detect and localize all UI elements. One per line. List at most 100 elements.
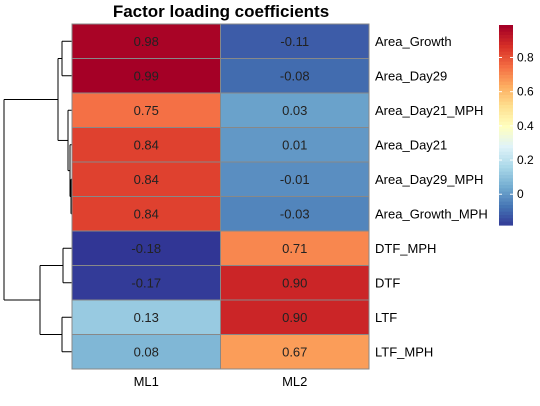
legend-gradient-step xyxy=(499,155,513,159)
heatmap-cell xyxy=(71,58,221,94)
legend-gradient-step xyxy=(499,161,513,166)
row-label: Area_Growth xyxy=(375,34,452,49)
legend-gradient-step xyxy=(499,88,513,93)
chart-title: Factor loading coefficients xyxy=(113,2,329,21)
legend-gradient-step xyxy=(499,48,513,53)
legend-gradient-step xyxy=(499,205,513,209)
heatmap-cell xyxy=(220,58,370,94)
legend-gradient-step xyxy=(499,151,513,156)
legend-gradient-step xyxy=(499,131,513,136)
cell-value-label: 0.03 xyxy=(282,103,307,118)
legend-gradient-step xyxy=(499,91,513,96)
legend-gradient-step xyxy=(499,145,513,149)
cell-value-label: 0.01 xyxy=(282,137,307,152)
legend-gradient-step xyxy=(499,165,513,169)
legend-gradient-step xyxy=(499,61,513,66)
cell-value-label: 0.71 xyxy=(282,241,307,256)
legend-gradient-step xyxy=(499,215,513,219)
row-labels: Area_Growth Area_Day29 Area_Day21_MPH Area_… xyxy=(375,34,488,360)
legend-gradient-step xyxy=(499,35,513,39)
cell-value-label: 0.84 xyxy=(134,172,159,187)
heatmap-cell xyxy=(220,92,370,128)
row-label: LTF xyxy=(375,310,397,325)
legend-gradient-step xyxy=(499,25,513,29)
legend-gradient-step xyxy=(499,118,513,123)
cell-value-label: 0.98 xyxy=(134,34,159,49)
legend-gradient-step xyxy=(499,108,513,113)
legend-gradient-step xyxy=(499,51,513,56)
heatmap-cell xyxy=(71,230,221,266)
legend-gradient-step xyxy=(499,115,513,119)
cell-value-label: 0.90 xyxy=(282,310,307,325)
heatmap-cell xyxy=(71,334,221,370)
heatmap-cell xyxy=(220,127,370,163)
legend-gradient-step xyxy=(499,168,513,173)
legend-gradient-step xyxy=(499,188,513,193)
legend-gradient-step xyxy=(499,211,513,216)
row-label: LTF_MPH xyxy=(375,344,433,359)
legend-gradient-step xyxy=(499,218,513,223)
cell-value-label: -0.08 xyxy=(280,68,310,83)
row-label: Area_Day29 xyxy=(375,68,447,83)
legend-gradient-step xyxy=(499,138,513,143)
row-dendrogram xyxy=(3,40,72,353)
legend-gradient-step xyxy=(499,31,513,36)
legend-gradient-step xyxy=(499,135,513,139)
legend-gradient-step xyxy=(499,181,513,186)
legend-gradient-step xyxy=(499,41,513,46)
legend-gradient-step xyxy=(499,68,513,73)
legend-gradient-step xyxy=(499,81,513,86)
legend-gradient-step xyxy=(499,221,513,226)
row-label: Area_Growth_MPH xyxy=(375,206,488,221)
row-label: Area_Day29_MPH xyxy=(375,172,483,187)
cell-value-label: 0.67 xyxy=(282,344,307,359)
legend-gradient-step xyxy=(499,71,513,76)
legend-gradient-step xyxy=(499,195,513,199)
legend-gradient-step xyxy=(499,121,513,126)
cell-value-label: 0.84 xyxy=(134,137,159,152)
cell-value-label: 0.84 xyxy=(134,206,159,221)
heatmap-cell xyxy=(220,265,370,301)
cell-value-label: 0.99 xyxy=(134,68,159,83)
heatmap-cell xyxy=(71,92,221,128)
legend-gradient-step xyxy=(499,98,513,103)
legend-gradient-step xyxy=(499,128,513,133)
cell-value-label: -0.11 xyxy=(280,34,309,49)
legend-tick-label: 0.6 xyxy=(517,85,534,99)
cell-value-label: -0.03 xyxy=(280,206,310,221)
legend-tick-label: 0.2 xyxy=(517,153,534,167)
heatmap-cell xyxy=(220,23,370,59)
legend-gradient-step xyxy=(499,65,513,69)
legend-gradient-step xyxy=(499,85,513,89)
legend-gradient-step xyxy=(499,38,513,43)
cell-value-label: 0.90 xyxy=(282,275,307,290)
cell-value-label: -0.01 xyxy=(280,172,310,187)
legend-tick-label: 0 xyxy=(517,187,524,201)
cell-value-label: 0.75 xyxy=(134,103,159,118)
legend-gradient-step xyxy=(499,75,513,79)
legend-gradient-step xyxy=(499,191,513,196)
legend-gradient-step xyxy=(499,125,513,129)
legend-gradient-step xyxy=(499,141,513,146)
row-label: Area_Day21_MPH xyxy=(375,103,483,118)
legend-gradient-step xyxy=(499,101,513,106)
column-label: ML1 xyxy=(134,374,159,389)
legend-gradient-step xyxy=(499,148,513,153)
legend-gradient-step xyxy=(499,95,513,99)
legend-gradient-step xyxy=(499,208,513,213)
heatmap-cell xyxy=(71,161,221,197)
legend-gradient-step xyxy=(499,111,513,116)
heatmap-cell xyxy=(71,127,221,163)
row-label: DTF_MPH xyxy=(375,241,436,256)
column-label: ML2 xyxy=(282,374,307,389)
legend-gradient-step xyxy=(499,28,513,33)
row-label: Area_Day21 xyxy=(375,137,447,152)
cell-value-label: 0.08 xyxy=(134,344,159,359)
row-label: DTF xyxy=(375,275,400,290)
legend-gradient-step xyxy=(499,178,513,183)
column-labels: ML1 ML2 xyxy=(134,374,308,389)
cell-value-label: 0.13 xyxy=(134,310,159,325)
heatmap-cells: 0.98 -0.11 0.99 -0.08 0.75 0.03 0.84 0.01 0.84 -0… xyxy=(71,23,370,370)
legend-tick-label: 0.4 xyxy=(517,119,534,133)
